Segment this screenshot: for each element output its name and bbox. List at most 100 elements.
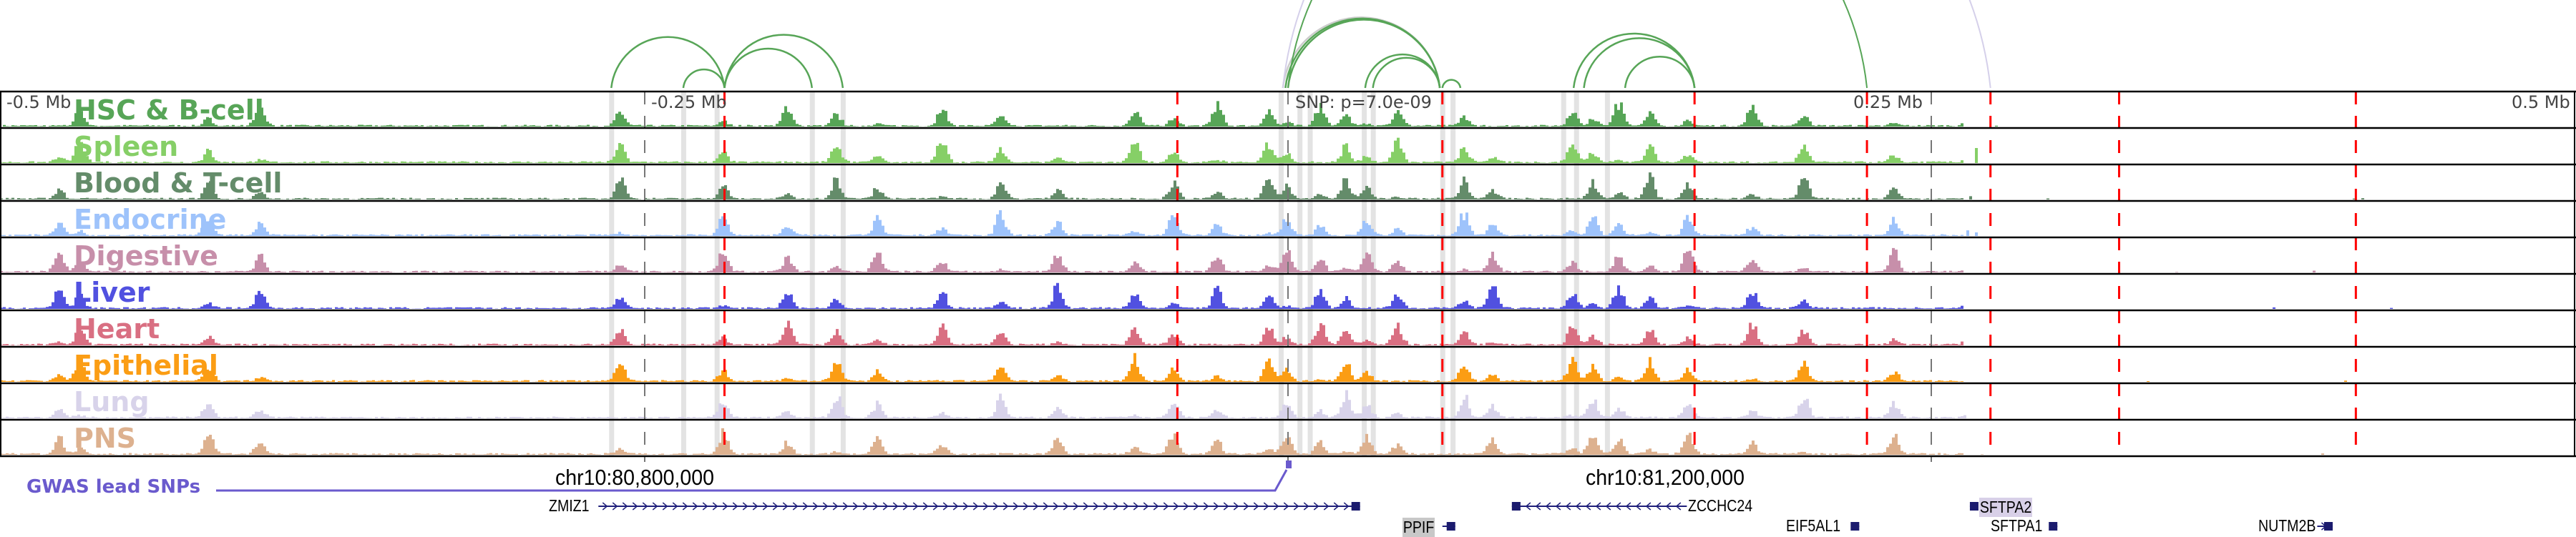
strand-arrow-icon <box>1635 502 1641 511</box>
track-label: HSC & B-cell <box>74 94 264 126</box>
strand-arrow-icon <box>1233 502 1239 511</box>
signal-track-1 <box>0 101 2576 127</box>
signal-track-5 <box>0 247 2576 272</box>
loop-arc <box>610 36 726 89</box>
strand-arrow-icon <box>1163 502 1169 511</box>
gene-label-ZCCHC24[interactable]: ZCCHC24 <box>1688 496 1753 515</box>
strand-arrow-icon <box>1033 502 1039 511</box>
gene-label-SFTPA2[interactable]: SFTPA2 <box>1979 498 2032 517</box>
strand-arrow-icon <box>1585 502 1591 511</box>
signal-track-2 <box>0 137 2576 163</box>
strand-arrow-icon <box>1153 502 1159 511</box>
strand-arrow-icon <box>732 502 738 511</box>
track-label: Spleen <box>74 131 179 162</box>
track-label: Endocrine <box>74 204 227 235</box>
strand-arrow-icon <box>762 502 769 511</box>
strand-arrow-icon <box>842 502 849 511</box>
strand-arrow-icon <box>962 502 969 511</box>
gene-label-EIF5AL1[interactable]: EIF5AL1 <box>1786 516 1841 535</box>
ruler-tick-label: 0.5 Mb <box>2512 92 2570 112</box>
strand-arrow-icon <box>1253 502 1259 511</box>
strand-arrow-icon <box>1203 502 1209 511</box>
strand-arrow-icon <box>1283 502 1289 511</box>
track-label: Epithelial <box>74 350 218 381</box>
gwas-connector-line <box>216 469 1288 492</box>
strand-arrow-icon <box>712 502 718 511</box>
track-label: Blood & T-cell <box>74 167 283 199</box>
strand-arrow-icon <box>602 502 608 511</box>
gene-label-SFTPA1[interactable]: SFTPA1 <box>1991 516 2043 535</box>
strand-arrow-icon <box>1595 502 1601 511</box>
loop-arc <box>1583 37 1696 89</box>
gene-exon <box>1511 502 1521 511</box>
loop-arc <box>1287 0 1868 89</box>
strand-arrow-icon <box>1273 502 1279 511</box>
loop-arc <box>723 47 813 89</box>
loop-arc <box>1372 56 1441 89</box>
loop-arc <box>1441 79 1462 89</box>
strand-arrow-icon <box>1605 502 1611 511</box>
gene-exon <box>1969 502 1979 511</box>
strand-arrow-icon <box>922 502 929 511</box>
strand-arrow-icon <box>832 502 839 511</box>
strand-arrow-icon <box>1303 502 1309 511</box>
strand-arrow-icon <box>1053 502 1059 511</box>
strand-arrow-icon <box>952 502 959 511</box>
signal-track-3 <box>0 172 2576 199</box>
strand-arrow-icon <box>1023 502 1029 511</box>
strand-arrow-icon <box>1073 502 1079 511</box>
strand-arrow-icon <box>1293 502 1299 511</box>
ruler-tick-label: -0.25 Mb <box>651 92 727 112</box>
strand-arrow-icon <box>652 502 658 511</box>
strand-arrow-icon <box>1575 502 1581 511</box>
strand-arrow-icon <box>1043 502 1049 511</box>
chromatin-loops <box>610 0 1991 89</box>
strand-arrow-icon <box>852 502 859 511</box>
strand-arrow-icon <box>742 502 748 511</box>
track-label: Lung <box>74 386 150 418</box>
strand-arrow-icon <box>1143 502 1149 511</box>
strand-arrow-icon <box>1013 502 1019 511</box>
strand-arrow-icon <box>1313 502 1319 511</box>
strand-arrow-icon <box>1173 502 1179 511</box>
strand-arrow-icon <box>782 502 789 511</box>
gene-exon <box>1446 522 1455 531</box>
strand-arrow-icon <box>802 502 809 511</box>
gene-label-NUTM2B[interactable]: NUTM2B <box>2258 516 2316 535</box>
gwas-snp-marker <box>1286 460 1292 468</box>
strand-arrow-icon <box>1545 502 1551 511</box>
strand-arrow-icon <box>1183 502 1189 511</box>
strand-arrow-icon <box>1343 502 1350 511</box>
strand-arrow-icon <box>1123 502 1129 511</box>
strand-arrow-icon <box>932 502 939 511</box>
strand-arrow-icon <box>672 502 678 511</box>
gwas-track-label: GWAS lead SNPs <box>26 476 201 498</box>
strand-arrow-icon <box>1263 502 1269 511</box>
gene-exon <box>2323 522 2333 531</box>
track-label: Heart <box>74 313 160 345</box>
strand-arrow-icon <box>702 502 708 511</box>
strand-arrow-icon <box>1093 502 1099 511</box>
strand-arrow-icon <box>632 502 638 511</box>
gene-label-PPIF[interactable]: PPIF <box>1402 518 1435 537</box>
strand-arrow-icon <box>1333 502 1340 511</box>
strand-arrow-icon <box>882 502 889 511</box>
strand-arrow-icon <box>1645 502 1652 511</box>
gene-label-ZMIZ1[interactable]: ZMIZ1 <box>549 496 590 515</box>
strand-arrow-icon <box>1063 502 1069 511</box>
strand-arrow-icon <box>972 502 979 511</box>
strand-arrow-icon <box>1213 502 1219 511</box>
ruler-tick-label: 0.25 Mb <box>1853 92 1923 112</box>
strand-arrow-icon <box>722 502 728 511</box>
strand-arrow-icon <box>982 502 989 511</box>
strand-arrow-icon <box>662 502 668 511</box>
strand-arrow-icon <box>902 502 909 511</box>
strand-arrow-icon <box>1133 502 1139 511</box>
track-borders <box>0 90 2576 458</box>
strand-arrow-icon <box>1002 502 1009 511</box>
strand-arrow-icon <box>862 502 869 511</box>
gene-track <box>598 502 2333 531</box>
strand-arrow-icon <box>1083 502 1089 511</box>
strand-arrow-icon <box>1243 502 1249 511</box>
